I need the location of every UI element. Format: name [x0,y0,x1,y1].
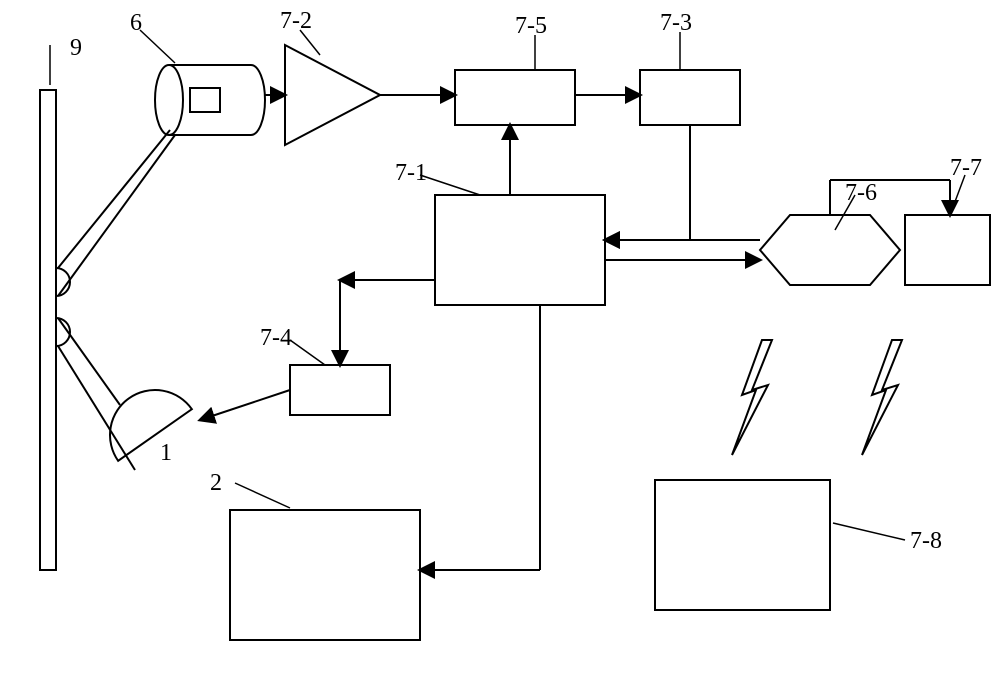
node-box7_7 [905,215,990,285]
label-node7_4: 7-4 [260,325,292,351]
ray-cyl-top [58,130,170,268]
leader-10 [833,523,905,540]
node-box7_4 [290,365,390,415]
label-node7_8: 7-8 [910,528,942,554]
node-hex7_6 [760,215,900,285]
node-box7_8 [655,480,830,610]
edge-7-1-to-7-4 [340,280,435,365]
node-box7_3 [640,70,740,125]
leader-1 [140,30,175,63]
label-node7_7: 7-7 [950,155,982,181]
node-box7_5 [455,70,575,125]
label-node7_3: 7-3 [660,10,692,36]
label-node2: 2 [210,470,222,496]
leader-9 [235,483,290,508]
node-bar9 [40,90,56,570]
label-node7_6: 7-6 [845,180,877,206]
leader-6 [290,340,325,365]
leader-5 [420,175,480,195]
label-node7_5: 7-5 [515,13,547,39]
bolt-icon [862,340,902,455]
node-box2 [230,510,420,640]
label-node9: 9 [70,35,82,61]
label-node7_2: 7-2 [280,8,312,34]
edge-14 [200,390,290,420]
leader-8 [950,175,965,215]
ray-dome-bot [58,346,135,470]
bolt-icon [732,340,772,455]
node-box7_1 [435,195,605,305]
ray-cyl-bot [58,135,175,296]
node-tri7_2 [285,45,380,145]
label-node6: 6 [130,10,142,36]
node-cyl6 [155,65,265,135]
label-node7_1: 7-1 [395,160,427,186]
label-node1: 1 [160,440,172,466]
